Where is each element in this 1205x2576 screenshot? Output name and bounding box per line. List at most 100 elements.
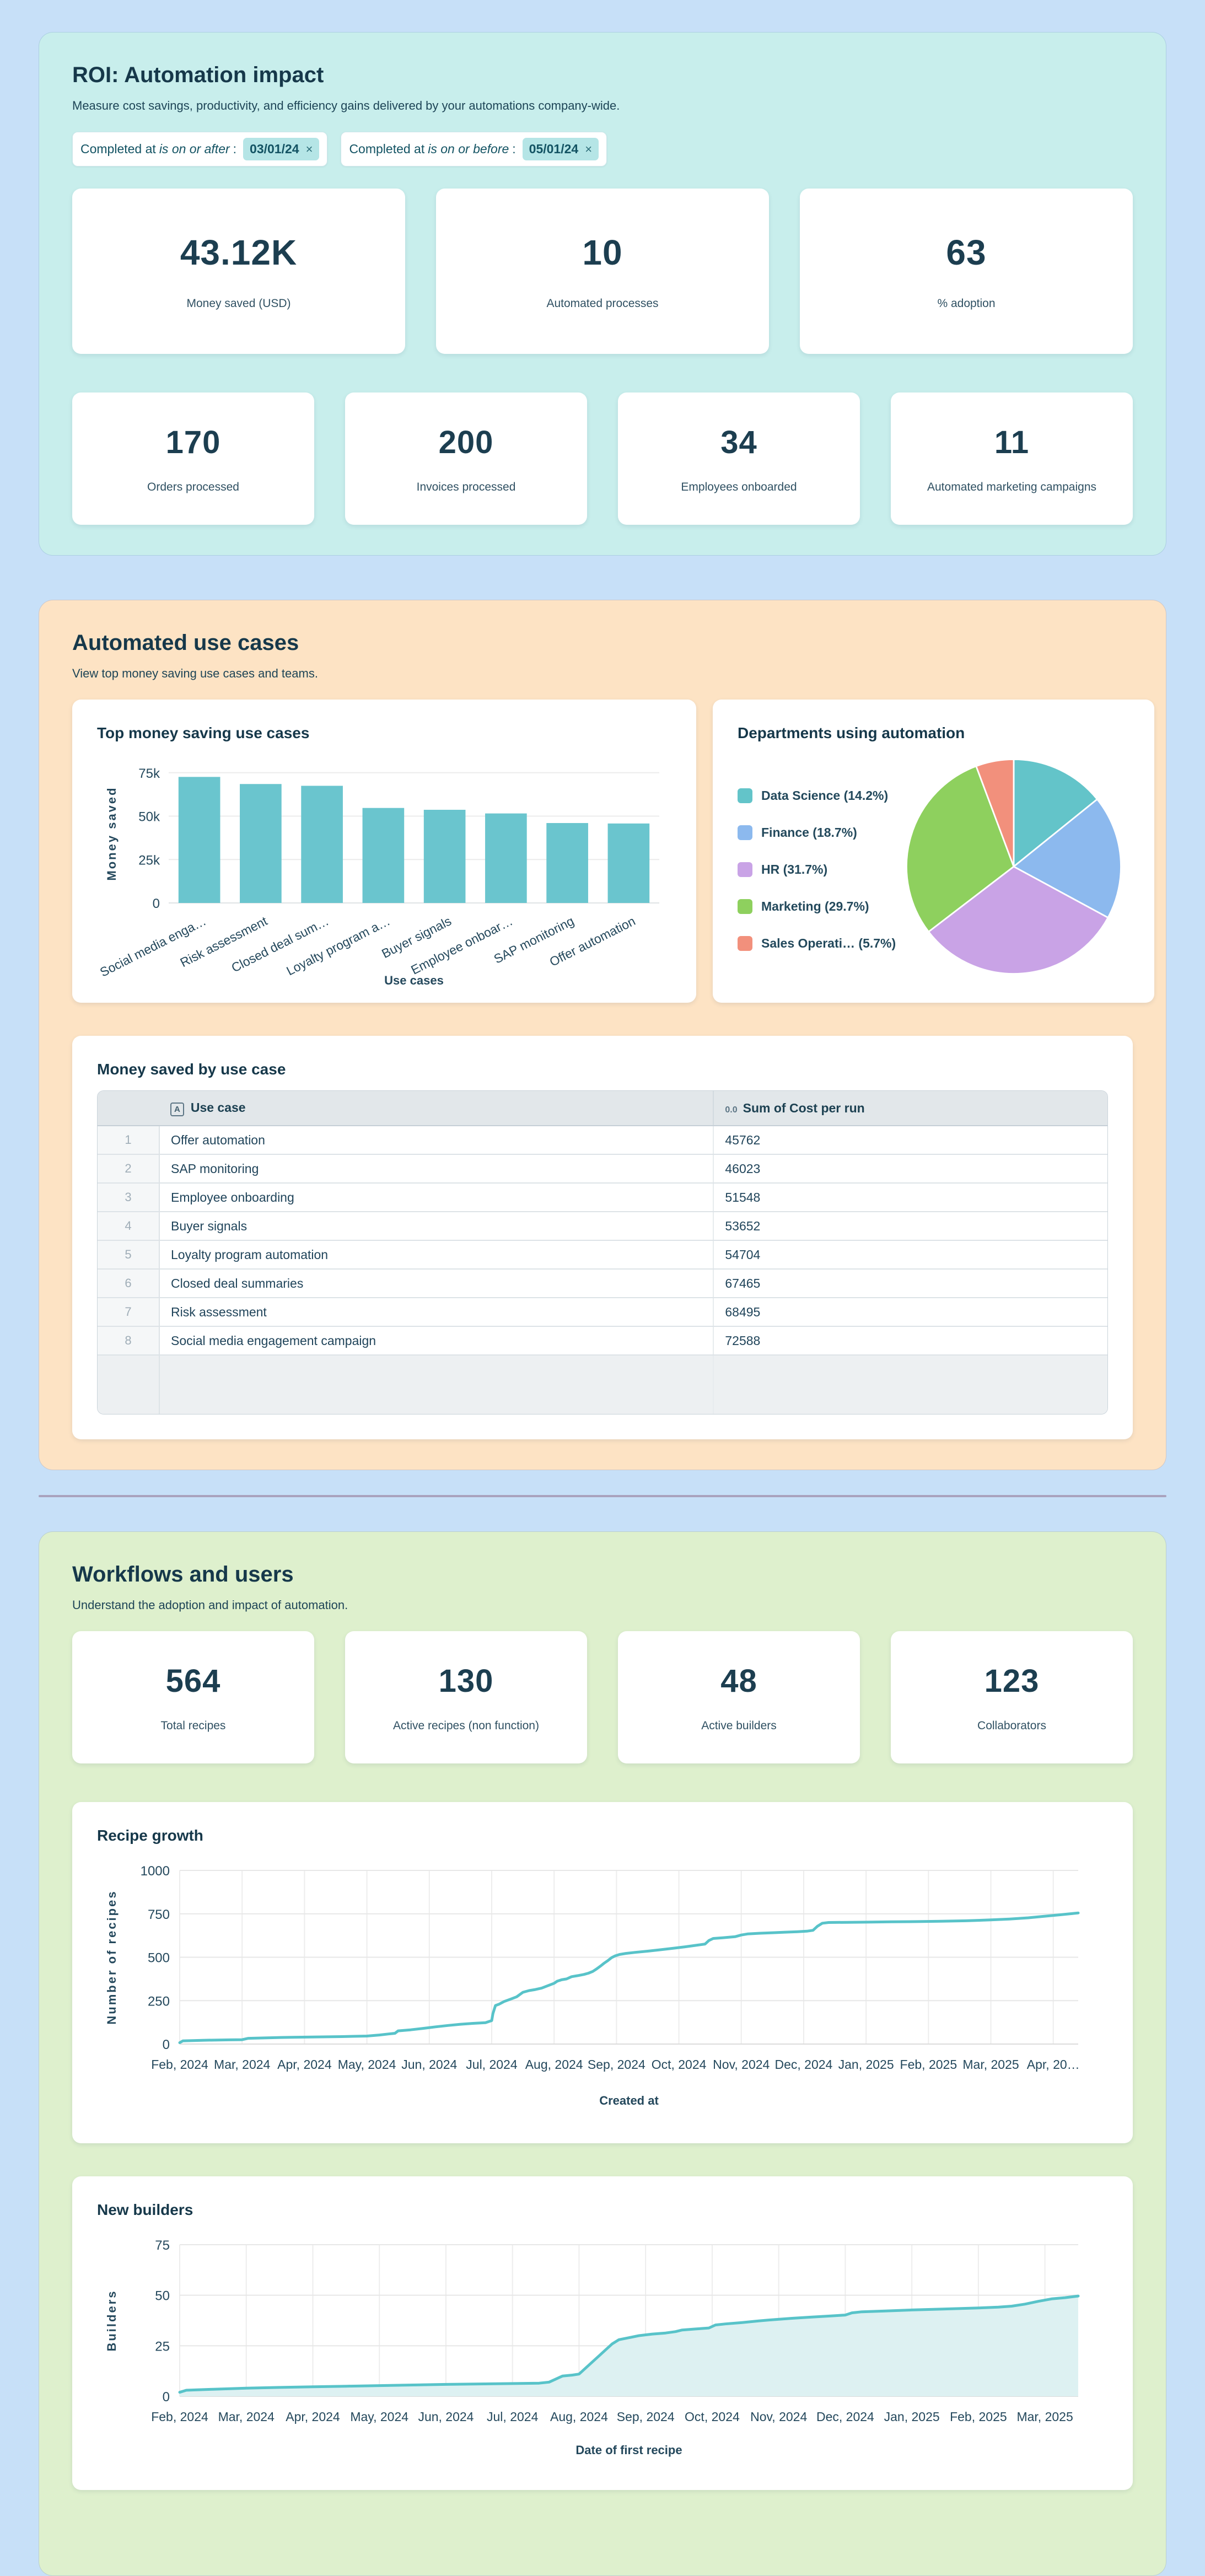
table-row[interactable]: 8 Social media engagement campaign 72588 xyxy=(98,1326,1107,1356)
roi-section-subtitle: Measure cost savings, productivity, and … xyxy=(72,99,620,112)
filter-value-pill: 03/01/24 × xyxy=(243,138,320,160)
section-divider xyxy=(39,1495,1166,1497)
y-tick-label: 500 xyxy=(148,1951,170,1966)
y-tick-label: 50k xyxy=(138,810,160,825)
table-row[interactable]: 3 Employee onboarding 51548 xyxy=(98,1183,1107,1212)
stat-card: 123 Collaborators xyxy=(891,1631,1133,1763)
use-case-cell: Buyer signals xyxy=(159,1212,714,1241)
filter-field-label: Completed at xyxy=(80,142,156,156)
x-tick-label: Jan, 2025 xyxy=(838,2057,894,2072)
stat-card: 63 % adoption xyxy=(800,189,1133,354)
table-row[interactable]: 4 Buyer signals 53652 xyxy=(98,1212,1107,1241)
use-case-cell: Risk assessment xyxy=(159,1298,714,1327)
bar-chart-card: Top money saving use cases 0 25k 50k 75k Soc… xyxy=(72,700,696,1003)
filter-chip[interactable]: Completed at is on or after:03/01/24 × xyxy=(72,132,328,166)
use-case-table: A Use case 0.0 Sum of Cost per run 1 Offer a… xyxy=(98,1091,1107,1414)
column-label: Use case xyxy=(190,1100,246,1115)
row-number-cell: 8 xyxy=(98,1326,160,1356)
table-row[interactable]: 5 Loyalty program automation 54704 xyxy=(98,1240,1107,1270)
x-tick-label: Employee onboar… xyxy=(408,913,515,977)
x-tick-label: Aug, 2024 xyxy=(525,2057,583,2072)
filter-field-label: Completed at xyxy=(349,142,425,156)
stat-card: 34 Employees onboarded xyxy=(618,392,860,525)
filter-chips-row: Completed at is on or after:03/01/24 × Com… xyxy=(72,132,1133,166)
pie-slice[interactable] xyxy=(975,759,1015,867)
cost-cell: 53652 xyxy=(713,1212,1107,1241)
data-line[interactable] xyxy=(178,1911,1080,2044)
data-line[interactable] xyxy=(178,2294,1080,2394)
use-case-cell: Employee onboarding xyxy=(159,1183,714,1212)
y-tick-label: 75k xyxy=(138,766,160,781)
stat-value: 170 xyxy=(165,424,221,460)
row-number-cell: 4 xyxy=(98,1212,160,1241)
table-header-use-case[interactable]: A Use case xyxy=(159,1091,714,1126)
bar[interactable] xyxy=(423,809,466,903)
use-case-cell: Social media engagement campaign xyxy=(159,1326,714,1356)
bar[interactable] xyxy=(362,808,405,903)
bar[interactable] xyxy=(485,813,527,903)
number-type-icon: 0.0 xyxy=(725,1105,738,1115)
x-tick-label: Nov, 2024 xyxy=(750,2410,807,2424)
y-axis-title: Builders xyxy=(105,2289,119,2351)
x-tick-label: Dec, 2024 xyxy=(816,2410,874,2424)
bar[interactable] xyxy=(301,786,343,903)
pie-slice[interactable] xyxy=(927,865,1110,975)
legend-item: Marketing (29.7%) xyxy=(738,899,896,914)
filter-colon: : xyxy=(512,142,516,156)
table-header-cost-per-run[interactable]: 0.0 Sum of Cost per run xyxy=(713,1091,1107,1126)
table-header-rownum xyxy=(98,1091,159,1126)
remove-filter-icon[interactable]: × xyxy=(305,142,313,156)
x-tick-label: Aug, 2024 xyxy=(550,2410,608,2424)
y-tick-label: 1000 xyxy=(141,1864,170,1879)
pie-slice[interactable] xyxy=(906,765,1015,933)
stat-value: 11 xyxy=(994,424,1030,460)
row-number-cell: 5 xyxy=(98,1240,160,1270)
bar[interactable] xyxy=(178,777,220,903)
y-axis-title: Money saved xyxy=(105,786,119,880)
table-row[interactable]: 7 Risk assessment 68495 xyxy=(98,1298,1107,1327)
x-tick-label: Jun, 2024 xyxy=(401,2057,457,2072)
legend-item: Sales Operati… (5.7%) xyxy=(738,935,896,951)
x-tick-label: Oct, 2024 xyxy=(652,2057,707,2072)
x-tick-label: Social media enga… xyxy=(98,913,208,980)
legend-swatch xyxy=(738,935,752,951)
use-case-table-title: Money saved by use case xyxy=(97,1061,286,1078)
use-cases-section-subtitle: View top money saving use cases and team… xyxy=(72,666,318,680)
pie-slice[interactable] xyxy=(1013,759,1099,868)
x-tick-label: Feb, 2025 xyxy=(900,2057,957,2072)
new-builders-chart: Feb, 2024 Mar, 2024 Apr, 2024 May, 2024 Jun,… xyxy=(105,2238,1080,2457)
stat-card: 43.12K Money saved (USD) xyxy=(72,189,405,354)
workflows-section-subtitle: Understand the adoption and impact of au… xyxy=(72,1598,348,1612)
table-row[interactable]: 2 SAP monitoring 46023 xyxy=(98,1154,1107,1184)
x-tick-label: Apr, 20… xyxy=(1027,2057,1080,2072)
stat-label: Automated marketing campaigns xyxy=(927,480,1096,493)
stat-value: 130 xyxy=(438,1663,494,1699)
stat-value: 48 xyxy=(720,1663,757,1699)
pie-slice[interactable] xyxy=(1012,798,1122,919)
bar[interactable] xyxy=(546,823,588,903)
stat-card: 200 Invoices processed xyxy=(345,392,587,525)
table-row[interactable]: 6 Closed deal summaries 67465 xyxy=(98,1269,1107,1298)
stat-label: Orders processed xyxy=(147,480,239,493)
recipe-growth-title: Recipe growth xyxy=(97,1827,203,1844)
legend-swatch xyxy=(738,862,752,877)
stat-value: 63 xyxy=(946,233,987,272)
x-tick-label: Sep, 2024 xyxy=(617,2410,675,2424)
cost-cell: 54704 xyxy=(713,1240,1107,1270)
bar[interactable] xyxy=(240,784,282,903)
bar[interactable] xyxy=(607,823,650,903)
stat-label: Invoices processed xyxy=(416,480,516,493)
filter-chip[interactable]: Completed at is on or before:05/01/24 × xyxy=(341,132,607,166)
footer-cost-cell xyxy=(713,1355,1107,1414)
x-tick-label: Apr, 2024 xyxy=(277,2057,332,2072)
y-tick-label: 25 xyxy=(155,2339,170,2354)
table-row[interactable]: 1 Offer automation 45762 xyxy=(98,1126,1107,1155)
remove-filter-icon[interactable]: × xyxy=(585,142,593,156)
stat-label: Employees onboarded xyxy=(681,480,797,493)
stat-card: 10 Automated processes xyxy=(436,189,769,354)
x-tick-label: May, 2024 xyxy=(338,2057,396,2072)
row-number-cell: 3 xyxy=(98,1183,160,1212)
x-tick-label: Jan, 2025 xyxy=(884,2410,940,2424)
x-tick-label: Jun, 2024 xyxy=(418,2410,474,2424)
x-axis-title: Created at xyxy=(599,2094,659,2107)
